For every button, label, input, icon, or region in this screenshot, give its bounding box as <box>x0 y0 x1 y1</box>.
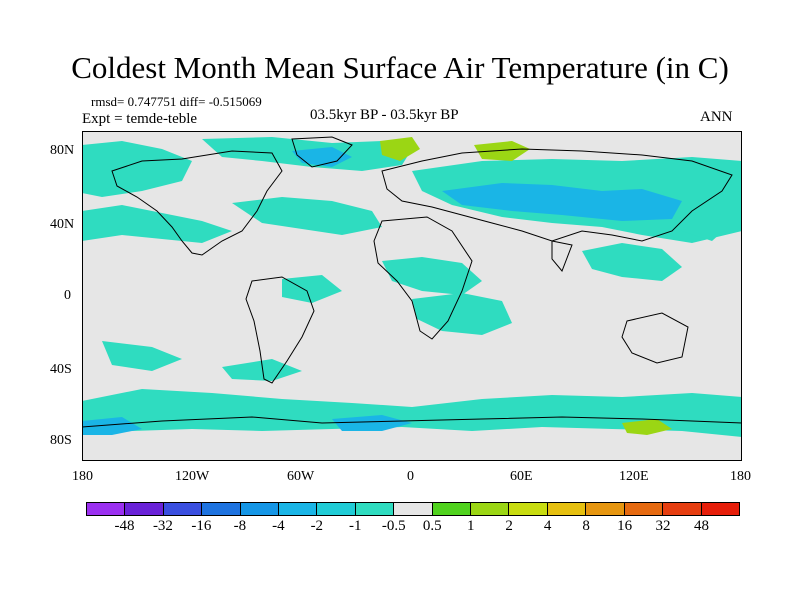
colorbar-segment <box>317 503 356 515</box>
colorbar-segment <box>163 503 203 515</box>
lon-tick-180w: 180 <box>72 469 93 484</box>
colorbar-label: -0.5 <box>381 518 406 534</box>
colorbar-segment <box>202 503 241 515</box>
colorbar-label: -4 <box>272 518 285 534</box>
colorbar-label: 1 <box>466 518 475 534</box>
lon-tick-60e: 60E <box>510 469 533 484</box>
lat-tick-40s: 40S <box>50 362 72 377</box>
colorbar-label: 32 <box>655 518 671 534</box>
colorbar-label: 8 <box>582 518 590 534</box>
colorbar-segment <box>624 503 664 515</box>
season-label: ANN <box>700 109 733 125</box>
lon-tick-60w: 60W <box>287 469 315 484</box>
coast-eurasia <box>381 148 733 242</box>
colorbar-segment <box>355 503 395 515</box>
coast-north-america <box>111 150 283 256</box>
coast-india <box>551 240 573 272</box>
stats-text: rmsd= 0.747751 diff= -0.515069 <box>91 94 262 109</box>
coastlines <box>82 136 742 428</box>
anomaly-layer-mid-negative <box>82 147 682 435</box>
lon-tick-180e: 180 <box>730 469 751 484</box>
colorbar-label: -8 <box>233 518 247 534</box>
lat-tick-80n: 80N <box>50 143 75 158</box>
plot-title: Coldest Month Mean Surface Air Temperatu… <box>71 50 729 85</box>
lon-tick-0: 0 <box>407 469 414 484</box>
coast-africa <box>373 216 473 340</box>
period-label: 03.5kyr BP - 03.5kyr BP <box>310 107 459 123</box>
lon-tick-120e: 120E <box>619 469 649 484</box>
coast-south-america <box>245 276 315 384</box>
colorbar-segment <box>432 503 472 515</box>
colorbar-segment <box>509 503 548 515</box>
lon-tick-120w: 120W <box>175 469 210 484</box>
colorbar-segment <box>394 503 433 515</box>
coast-greenland <box>291 136 353 168</box>
map-frame <box>82 131 742 461</box>
colorbar-label: -16 <box>191 518 212 534</box>
colorbar-label: 4 <box>543 518 552 534</box>
colorbar-segment <box>279 503 318 515</box>
colorbar-labels: -48 -32 -16 -8 -4 -2 -1 -0.5 0.5 1 2 4 8 16 32 48 <box>86 518 740 540</box>
anomaly-layer-small-positive <box>380 137 672 435</box>
lat-tick-80s: 80S <box>50 433 72 448</box>
experiment-label: Expt = temde-teble <box>82 111 198 127</box>
colorbar-label: -1 <box>349 518 362 534</box>
colorbar-segment <box>240 503 280 515</box>
temperature-map <box>82 131 742 461</box>
lat-tick-40n: 40N <box>50 217 75 232</box>
colorbar-label: -32 <box>152 518 173 534</box>
coast-australia <box>621 312 689 364</box>
colorbar-label: 16 <box>617 518 633 534</box>
coast-antarctica <box>82 416 742 428</box>
anomaly-layer-small-negative <box>82 137 742 437</box>
colorbar-label: -2 <box>310 518 324 534</box>
colorbar-segment <box>87 503 126 515</box>
colorbar-segment <box>586 503 625 515</box>
colorbar <box>86 502 740 516</box>
colorbar-segment <box>701 503 739 515</box>
colorbar-segment <box>125 503 164 515</box>
colorbar-label: 2 <box>505 518 513 534</box>
colorbar-label: 48 <box>694 518 710 534</box>
colorbar-segment <box>663 503 702 515</box>
colorbar-label: -48 <box>114 518 135 534</box>
colorbar-segment <box>471 503 510 515</box>
lat-tick-0: 0 <box>64 288 71 303</box>
colorbar-label: 0.5 <box>422 518 442 534</box>
colorbar-segment <box>547 503 587 515</box>
